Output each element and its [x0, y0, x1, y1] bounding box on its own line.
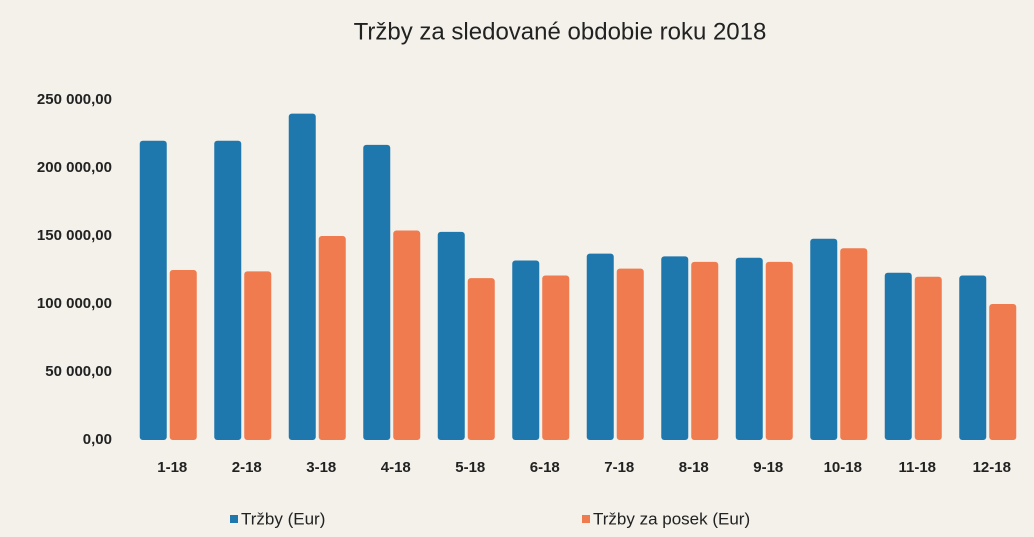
bar	[914, 276, 942, 440]
bar	[318, 236, 346, 440]
y-tick-label: 150 000,00	[37, 227, 112, 244]
bar	[139, 140, 167, 441]
bar	[169, 270, 197, 440]
bar	[959, 275, 987, 440]
legend-swatch	[582, 515, 590, 523]
bar	[989, 304, 1017, 440]
x-tick-label: 7-18	[604, 459, 634, 476]
legend-swatch	[230, 515, 238, 523]
y-tick-label: 0,00	[83, 431, 112, 448]
bar	[214, 140, 242, 441]
bar	[437, 231, 465, 440]
bar	[810, 238, 838, 440]
bar	[467, 278, 495, 440]
x-tick-label: 12-18	[973, 459, 1011, 476]
legend-label: Tržby (Eur)	[241, 509, 325, 528]
y-tick-label: 250 000,00	[37, 91, 112, 108]
y-tick-label: 100 000,00	[37, 295, 112, 312]
y-tick-label: 50 000,00	[45, 363, 112, 380]
bar	[288, 113, 316, 440]
bar	[691, 261, 719, 440]
legend-label: Tržby za posek (Eur)	[593, 509, 750, 528]
bar	[393, 230, 421, 440]
bar	[735, 257, 763, 440]
chart-title: Tržby za sledované obdobie roku 2018	[354, 18, 767, 45]
x-tick-label: 5-18	[455, 459, 485, 476]
y-tick-label: 200 000,00	[37, 159, 112, 176]
x-tick-label: 11-18	[898, 459, 936, 476]
x-tick-label: 6-18	[530, 459, 560, 476]
x-tick-label: 4-18	[381, 459, 411, 476]
bar	[661, 256, 689, 440]
bar	[542, 275, 570, 440]
bar	[884, 272, 912, 440]
x-tick-label: 3-18	[306, 459, 336, 476]
bar	[512, 260, 540, 440]
bar	[363, 144, 391, 440]
bar	[840, 248, 868, 440]
bar	[244, 271, 272, 440]
bar	[616, 268, 644, 440]
x-tick-label: 9-18	[753, 459, 783, 476]
bar	[586, 253, 614, 440]
bar	[765, 261, 793, 440]
x-tick-label: 2-18	[232, 459, 262, 476]
x-tick-label: 10-18	[824, 459, 862, 476]
x-tick-label: 8-18	[679, 459, 709, 476]
x-tick-label: 1-18	[157, 459, 187, 476]
